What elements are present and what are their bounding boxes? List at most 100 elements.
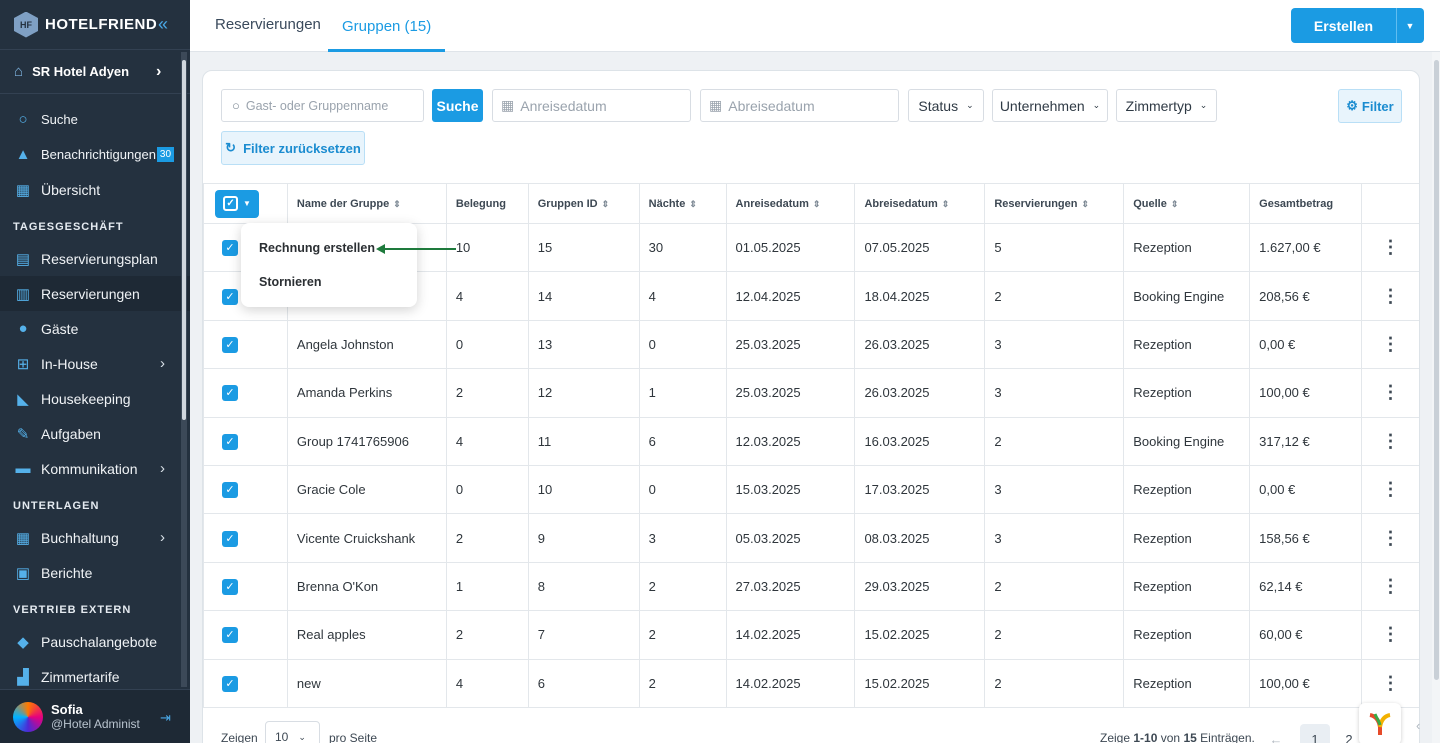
prev-page-icon[interactable]: ← bbox=[1269, 731, 1283, 743]
row-actions-cell[interactable]: ⋮ bbox=[1361, 610, 1419, 660]
room-type-dropdown[interactable]: Zimmertyp ⌄ bbox=[1116, 89, 1217, 122]
logout-icon[interactable]: ⇥ bbox=[160, 710, 171, 725]
tab-gruppen[interactable]: Gruppen (15) bbox=[328, 0, 446, 52]
row-checkbox-cell[interactable]: ✓ bbox=[203, 513, 288, 563]
cell-reservations: 2 bbox=[984, 416, 1125, 466]
col-header-name[interactable]: Name der Gruppe ⇕ bbox=[286, 183, 447, 224]
page-scroll-thumb[interactable] bbox=[1434, 60, 1439, 680]
row-checkbox-cell[interactable]: ✓ bbox=[203, 610, 288, 660]
create-button[interactable]: Erstellen ▼ bbox=[1291, 8, 1424, 43]
checkbox-checked-icon[interactable]: ✓ bbox=[222, 385, 238, 402]
reset-filters-button[interactable]: ↻ Filter zurücksetzen bbox=[221, 131, 365, 165]
tab-reservierungen[interactable]: Reservierungen bbox=[215, 16, 321, 33]
more-vertical-icon[interactable]: ⋮ bbox=[1381, 237, 1400, 258]
row-checkbox-cell[interactable]: ✓ bbox=[203, 464, 288, 515]
row-checkbox-cell[interactable]: ✓ bbox=[203, 416, 288, 466]
menu-item-create-invoice[interactable]: Rechnung erstellen bbox=[259, 241, 375, 255]
table-row[interactable]: ✓ Angela Johnston 0 13 0 25.03.2025 26.03.2025… bbox=[203, 319, 1419, 370]
checkbox-checked-icon[interactable]: ✓ bbox=[222, 530, 238, 547]
help-widget-logo[interactable] bbox=[1359, 703, 1401, 743]
cart-icon: ⊞ bbox=[16, 355, 30, 373]
sidebar-item-reservierungsplan[interactable]: ▤ Reservierungsplan bbox=[0, 241, 190, 276]
checkbox-checked-icon[interactable]: ✓ bbox=[222, 336, 238, 353]
more-vertical-icon[interactable]: ⋮ bbox=[1381, 527, 1400, 548]
row-actions-cell[interactable]: ⋮ bbox=[1361, 271, 1419, 321]
sidebar-item-reservierungen[interactable]: ▥ Reservierungen bbox=[0, 276, 190, 311]
sidebar-item-pauschalangebote[interactable]: ◆ Pauschalangebote bbox=[0, 624, 190, 659]
row-checkbox-cell[interactable]: ✓ bbox=[203, 368, 288, 418]
row-checkbox-cell[interactable]: ✓ bbox=[203, 319, 288, 370]
status-dropdown[interactable]: Status ⌄ bbox=[908, 89, 984, 122]
more-vertical-icon[interactable]: ⋮ bbox=[1381, 672, 1400, 693]
page-size-select[interactable]: 10 ⌄ bbox=[265, 721, 320, 743]
checkbox-checked-icon[interactable]: ✓ bbox=[222, 627, 238, 644]
sidebar-item-benachrichtigungen[interactable]: ▲ Benachrichtigungen 30 bbox=[0, 137, 190, 172]
table-row[interactable]: ✓ Real apples 2 7 2 14.02.2025 15.02.2025 2 Reze… bbox=[203, 610, 1419, 660]
col-header-nights[interactable]: Nächte ⇕ bbox=[638, 183, 727, 224]
row-actions-cell[interactable]: ⋮ bbox=[1361, 319, 1419, 370]
page-button-1[interactable]: 1 bbox=[1300, 724, 1330, 743]
cell-total: 0,00 € bbox=[1249, 319, 1363, 370]
logo[interactable]: HF HOTELFRIEND « bbox=[0, 0, 190, 50]
more-vertical-icon[interactable]: ⋮ bbox=[1381, 575, 1400, 596]
table-row[interactable]: ✓ Vicente Cruickshank 2 9 3 05.03.2025 08.03.2… bbox=[203, 513, 1419, 563]
row-actions-cell[interactable]: ⋮ bbox=[1361, 464, 1419, 515]
table-row[interactable]: ✓ Gracie Cole 0 10 0 15.03.2025 17.03.2025 3 Rez… bbox=[203, 464, 1419, 515]
more-vertical-icon[interactable]: ⋮ bbox=[1381, 479, 1400, 500]
user-profile[interactable]: Sofia @Hotel Administ ⇥ bbox=[0, 689, 190, 743]
select-all-dropdown[interactable]: ✓ ▼ bbox=[215, 189, 259, 218]
sidebar-item-gaeste[interactable]: ● Gäste bbox=[0, 311, 190, 346]
sidebar-item-aufgaben[interactable]: ✎ Aufgaben bbox=[0, 416, 190, 451]
company-dropdown[interactable]: Unternehmen ⌄ bbox=[992, 89, 1108, 122]
departure-date-field[interactable]: ▦ Abreisedatum bbox=[700, 89, 899, 122]
search-button[interactable]: Suche bbox=[432, 89, 483, 122]
hotel-selector[interactable]: ⌂ SR Hotel Adyen › bbox=[0, 50, 190, 94]
row-checkbox-cell[interactable]: ✓ bbox=[203, 561, 288, 612]
search-input[interactable]: ○ Gast- oder Gruppenname bbox=[221, 89, 424, 122]
table-row[interactable]: ✓ Brenna O'Kon 1 8 2 27.03.2025 29.03.2025 2 Rez… bbox=[203, 561, 1419, 612]
col-header-group-id[interactable]: Gruppen ID ⇕ bbox=[527, 183, 640, 224]
checkbox-checked-icon[interactable]: ✓ bbox=[222, 482, 238, 499]
col-header-arrival[interactable]: Anreisedatum ⇕ bbox=[725, 183, 856, 224]
sidebar-item-suche[interactable]: ○ Suche bbox=[0, 102, 190, 137]
row-actions-cell[interactable]: ⋮ bbox=[1361, 368, 1419, 418]
sidebar-item-zimmertarife[interactable]: ▟ Zimmertarife bbox=[0, 659, 190, 694]
row-actions-cell[interactable]: ⋮ bbox=[1361, 513, 1419, 563]
checkbox-checked-icon[interactable]: ✓ bbox=[222, 578, 238, 595]
more-vertical-icon[interactable]: ⋮ bbox=[1381, 624, 1400, 645]
col-header-departure[interactable]: Abreisedatum ⇕ bbox=[854, 183, 986, 224]
page-button-2[interactable]: 2 bbox=[1345, 731, 1353, 743]
filter-button[interactable]: ⚙ Filter bbox=[1338, 89, 1402, 123]
sidebar-scroll-thumb[interactable] bbox=[182, 60, 186, 420]
checkbox-checked-icon[interactable]: ✓ bbox=[222, 240, 238, 257]
row-actions-cell[interactable]: ⋮ bbox=[1361, 561, 1419, 612]
checkbox-checked-icon[interactable]: ✓ bbox=[222, 288, 238, 305]
row-actions-cell[interactable]: ⋮ bbox=[1361, 658, 1419, 708]
sidebar-item-buchhaltung[interactable]: ▦ Buchhaltung › bbox=[0, 520, 190, 555]
row-checkbox-cell[interactable]: ✓ bbox=[203, 658, 288, 708]
table-row[interactable]: ✓ Amanda Perkins 2 12 1 25.03.2025 26.03.2025 3… bbox=[203, 368, 1419, 418]
checkbox-checked-icon[interactable]: ✓ bbox=[222, 675, 238, 692]
sidebar-item-berichte[interactable]: ▣ Berichte bbox=[0, 555, 190, 590]
chevron-down-icon[interactable]: ▼ bbox=[1396, 8, 1423, 43]
sidebar-item-uebersicht[interactable]: ▦ Übersicht bbox=[0, 172, 190, 207]
sidebar-item-in-house[interactable]: ⊞ In-House › bbox=[0, 346, 190, 381]
collapse-sidebar-icon[interactable]: « bbox=[158, 14, 169, 34]
sidebar-item-kommunikation[interactable]: ▬ Kommunikation › bbox=[0, 451, 190, 486]
col-header-source[interactable]: Quelle ⇕ bbox=[1123, 183, 1251, 224]
row-actions-cell[interactable]: ⋮ bbox=[1361, 222, 1419, 273]
more-vertical-icon[interactable]: ⋮ bbox=[1381, 382, 1400, 403]
arrival-date-field[interactable]: ▦ Anreisedatum bbox=[492, 89, 691, 122]
table-row[interactable]: ✓ new 4 6 2 14.02.2025 15.02.2025 2 Rezeption 100… bbox=[203, 658, 1419, 708]
table-row[interactable]: ✓ 10 15 30 01.05.2025 07.05.2025 5 Rezeption 1.6… bbox=[203, 222, 1419, 273]
chevron-left-icon[interactable]: ‹ bbox=[1416, 718, 1421, 733]
more-vertical-icon[interactable]: ⋮ bbox=[1381, 333, 1400, 354]
table-row[interactable]: ✓ Group 1741765906 4 11 6 12.03.2025 16.03.202… bbox=[203, 416, 1419, 466]
row-actions-cell[interactable]: ⋮ bbox=[1361, 416, 1419, 466]
checkbox-checked-icon[interactable]: ✓ bbox=[222, 433, 238, 450]
col-header-reservations[interactable]: Reservierungen ⇕ bbox=[984, 183, 1125, 224]
menu-item-cancel[interactable]: Stornieren bbox=[259, 275, 322, 289]
more-vertical-icon[interactable]: ⋮ bbox=[1381, 285, 1400, 306]
sidebar-item-housekeeping[interactable]: ◣ Housekeeping bbox=[0, 381, 190, 416]
more-vertical-icon[interactable]: ⋮ bbox=[1381, 430, 1400, 451]
